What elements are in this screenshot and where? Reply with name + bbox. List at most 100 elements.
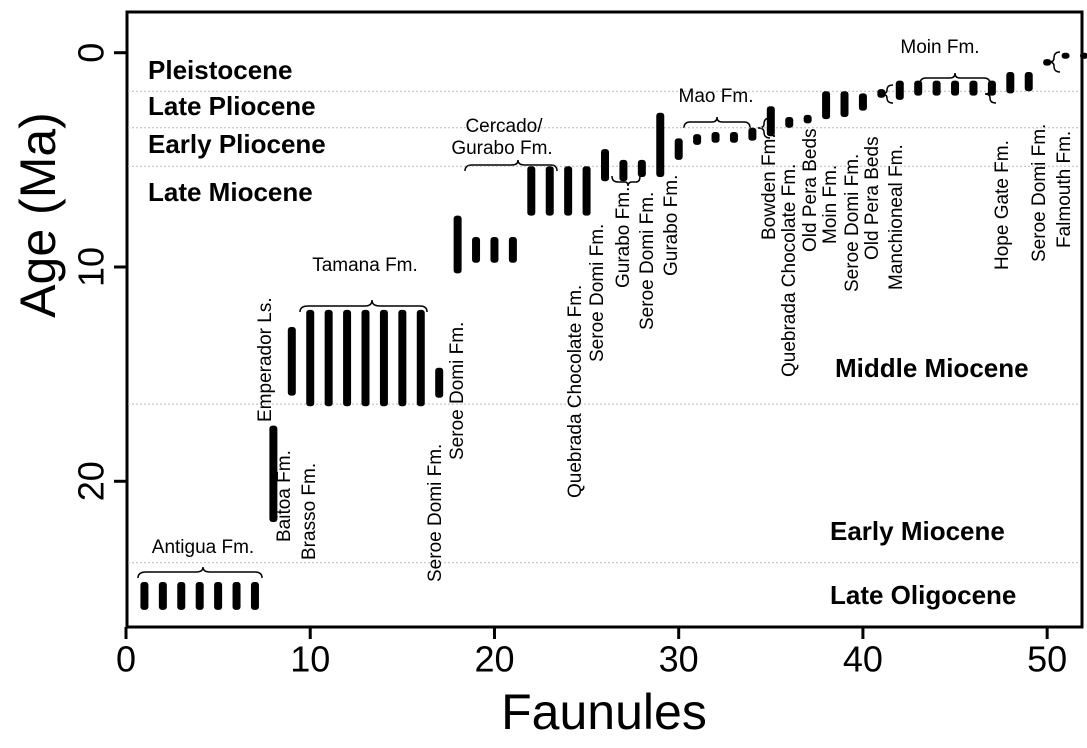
group-label: Antigua Fm.	[152, 537, 254, 558]
formation-label: Baitoa Fm.	[274, 450, 295, 542]
formation-label: Hope Gate Fm.	[992, 140, 1013, 270]
range-bar	[601, 149, 609, 182]
range-bar	[637, 159, 646, 177]
epoch-label: Late Pliocene	[148, 91, 316, 121]
epoch-label: Late Miocene	[148, 177, 313, 207]
range-bar	[177, 582, 186, 610]
range-bar	[232, 582, 241, 610]
group-label: Gurabo Fm.	[451, 138, 552, 159]
formation-label: Seroe Domi Fm.	[587, 224, 608, 362]
y-tick-label: 0	[71, 43, 112, 63]
braces	[137, 51, 1061, 579]
range-bar	[545, 166, 554, 216]
range-bar	[1043, 59, 1052, 66]
y-axis-label: Age (Ma)	[10, 112, 66, 318]
formation-label: Seroe Domi Fm.	[637, 192, 658, 330]
formation-label: Seroe Domi Fm.	[842, 154, 863, 292]
group-label: Tamana Fm.	[312, 255, 418, 276]
range-bar	[582, 166, 591, 216]
range-bar	[711, 132, 720, 143]
group-label: Moin Fm.	[900, 37, 979, 58]
range-bar	[564, 166, 573, 216]
range-bar	[674, 138, 683, 160]
x-tick-label: 30	[659, 639, 699, 680]
range-bar	[195, 582, 204, 610]
epoch-label: Early Pliocene	[148, 129, 326, 159]
range-bar	[693, 134, 702, 145]
range-bar	[343, 309, 352, 407]
range-bar	[987, 80, 996, 96]
epoch-label: Late Oligocene	[830, 580, 1016, 610]
brace	[137, 566, 263, 579]
formation-label: Gurabo Fm.	[661, 175, 682, 276]
range-bar	[398, 309, 407, 407]
range-bar	[729, 132, 738, 143]
group-label: Cercado/	[465, 116, 543, 137]
range-bar	[490, 237, 499, 263]
range-bar	[287, 327, 296, 396]
range-bar	[822, 91, 831, 120]
brace	[683, 116, 751, 129]
range-bar	[1080, 52, 1087, 59]
x-tick-label: 0	[116, 639, 136, 680]
brace	[464, 159, 558, 172]
range-bar	[619, 159, 628, 182]
x-tick-label: 10	[290, 639, 330, 680]
range-bar	[932, 80, 941, 96]
formation-label: Quebrada Chocolate Fm.	[565, 285, 586, 498]
range-bar	[1024, 72, 1033, 92]
range-bar	[914, 80, 923, 96]
range-bar	[803, 114, 812, 124]
formation-label: Old Pera Beds	[800, 128, 821, 252]
range-bar	[951, 80, 960, 96]
formation-label: Old Pera Beds	[862, 136, 883, 260]
epoch-label: Early Miocene	[830, 516, 1005, 546]
range-bar	[766, 106, 775, 137]
x-axis-label: Faunules	[501, 684, 707, 740]
range-bar	[969, 80, 978, 96]
range-bar	[748, 127, 757, 141]
range-bar	[250, 582, 259, 610]
formation-label: Seroe Domi Fm.	[447, 322, 468, 460]
range-bar	[472, 237, 481, 263]
formation-label: Moin Fm.	[820, 165, 841, 244]
y-tick-label: 10	[71, 247, 112, 287]
range-bar	[324, 309, 333, 407]
formation-label: Emperador Ls.	[255, 297, 276, 422]
y-tick-label: 20	[71, 461, 112, 501]
range-bar	[361, 309, 370, 407]
x-tick-label: 40	[843, 639, 883, 680]
group-label: Mao Fm.	[679, 86, 754, 107]
range-bar	[1061, 52, 1070, 59]
range-bar	[416, 309, 425, 407]
range-bar	[140, 582, 149, 610]
range-bar	[435, 367, 444, 398]
range-bar	[877, 89, 886, 98]
range-bar	[453, 215, 462, 274]
brace	[611, 175, 641, 187]
range-bar	[214, 582, 223, 610]
brace	[299, 299, 428, 313]
formation-label: Bowden Fm.	[759, 133, 780, 240]
formation-label: Falmouth Fm.	[1054, 131, 1075, 248]
formation-label: Quebrada Chocolate Fm.	[779, 164, 800, 377]
formation-label: Gurabo Fm.	[613, 187, 634, 288]
formation-label: Seroe Domi Fm.	[1029, 124, 1050, 262]
formation-label: Seroe Domi Fm.	[425, 444, 446, 582]
range-bar	[269, 425, 278, 522]
epoch-label: Pleistocene	[148, 55, 293, 85]
range-bar	[840, 91, 849, 117]
formation-label: Brasso Fm.	[299, 463, 320, 560]
formation-label: Manchioneal Fm.	[886, 144, 907, 290]
epoch-label: Middle Miocene	[835, 353, 1029, 383]
range-bar	[656, 112, 665, 177]
range-bar	[895, 80, 904, 100]
range-bar	[785, 117, 794, 128]
range-bar	[158, 582, 167, 610]
x-tick-label: 50	[1027, 639, 1067, 680]
x-tick-label: 20	[474, 639, 514, 680]
range-bar	[379, 309, 388, 407]
range-bar	[306, 309, 315, 407]
brace	[919, 72, 991, 85]
